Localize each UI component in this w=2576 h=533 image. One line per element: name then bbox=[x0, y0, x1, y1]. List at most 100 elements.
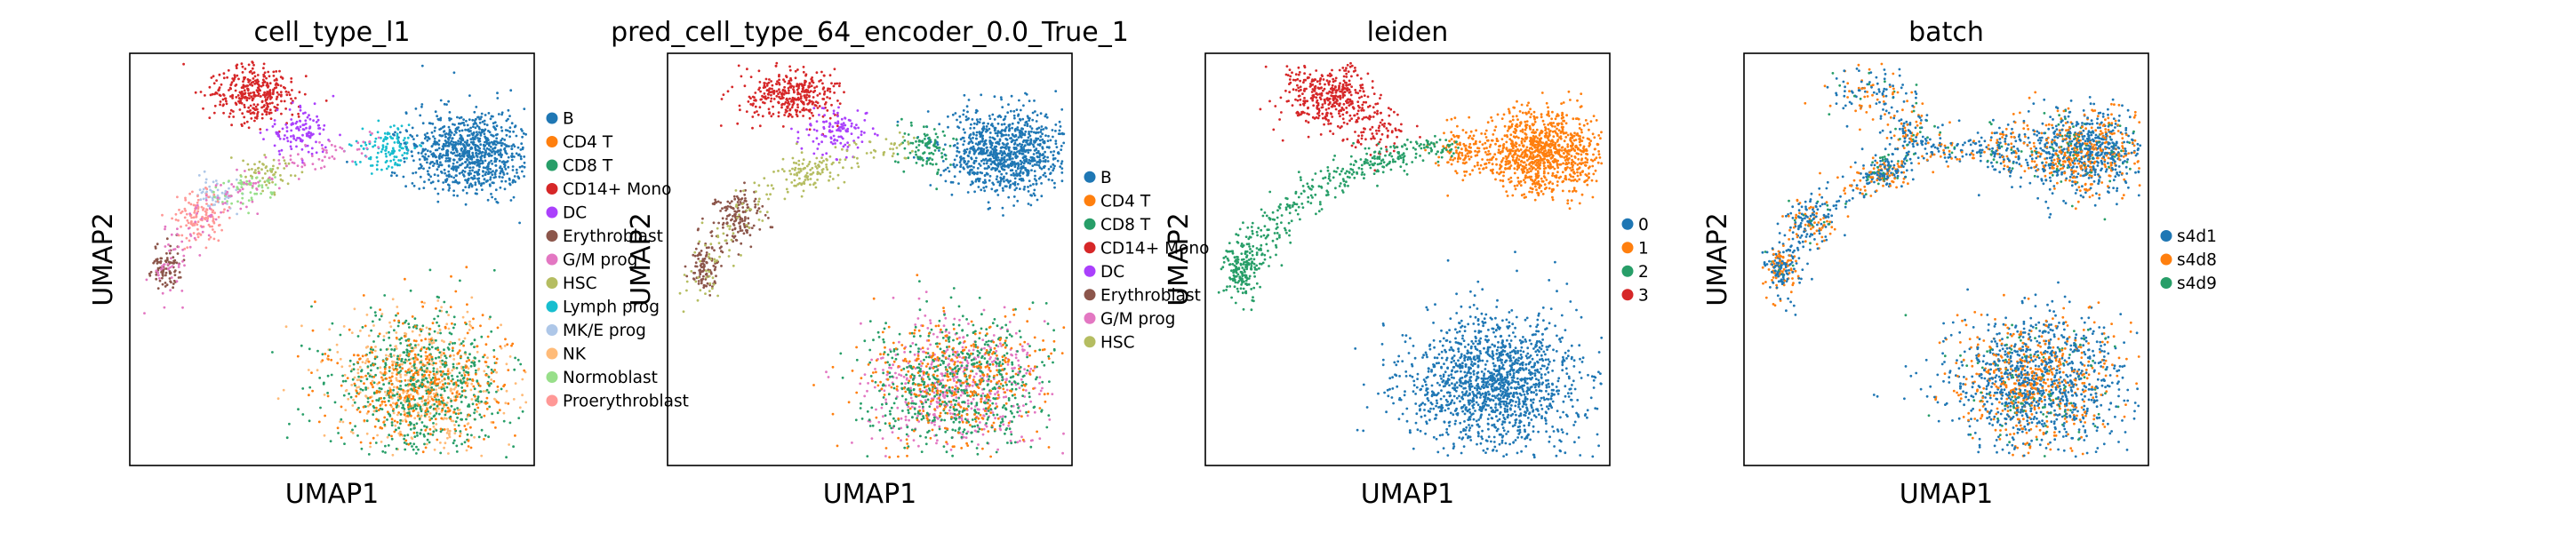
scatter-point bbox=[412, 159, 415, 163]
scatter-point bbox=[1016, 144, 1020, 147]
scatter-point bbox=[299, 120, 302, 123]
scatter-point bbox=[438, 402, 441, 406]
scatter-point bbox=[488, 405, 492, 409]
scatter-point bbox=[339, 420, 341, 423]
scatter-point bbox=[425, 426, 428, 429]
scatter-point bbox=[429, 405, 432, 409]
scatter-point bbox=[201, 190, 204, 194]
scatter-point bbox=[218, 86, 221, 90]
scatter-point bbox=[817, 142, 820, 146]
scatter-point bbox=[1013, 177, 1017, 180]
scatter-point bbox=[442, 187, 444, 191]
scatter-point bbox=[204, 94, 206, 97]
scatter-point bbox=[476, 379, 479, 382]
scatter-point bbox=[301, 112, 305, 115]
scatter-point bbox=[466, 385, 469, 387]
scatter-point bbox=[166, 263, 170, 266]
scatter-point bbox=[844, 155, 848, 159]
scatter-point bbox=[240, 175, 243, 179]
scatter-point bbox=[446, 370, 450, 373]
scatter-point bbox=[484, 434, 487, 437]
scatter-point bbox=[965, 105, 969, 108]
scatter-point bbox=[409, 289, 412, 292]
scatter-point bbox=[287, 91, 290, 94]
scatter-point bbox=[417, 448, 420, 451]
scatter-point bbox=[1046, 139, 1050, 143]
scatter-point bbox=[975, 118, 979, 122]
scatter-point bbox=[369, 402, 372, 406]
legend-label: NK bbox=[563, 346, 587, 364]
scatter-point bbox=[982, 150, 985, 154]
scatter-point bbox=[445, 103, 448, 106]
scatter-point bbox=[236, 94, 240, 97]
scatter-point bbox=[453, 322, 457, 326]
scatter-point bbox=[448, 118, 452, 122]
scatter-point bbox=[487, 155, 491, 158]
scatter-point bbox=[383, 401, 387, 403]
scatter-point bbox=[276, 397, 280, 401]
scatter-point bbox=[972, 181, 974, 185]
scatter-point bbox=[1017, 121, 1020, 124]
scatter-point bbox=[487, 144, 491, 147]
scatter-point bbox=[415, 445, 418, 449]
scatter-point bbox=[465, 449, 468, 452]
scatter-point bbox=[389, 125, 392, 129]
scatter-point bbox=[1019, 187, 1021, 191]
scatter-point bbox=[467, 439, 470, 442]
scatter-point bbox=[432, 135, 435, 139]
scatter-point bbox=[174, 219, 178, 221]
scatter-point bbox=[785, 91, 788, 95]
scatter-point bbox=[805, 93, 809, 97]
scatter-point bbox=[426, 442, 428, 446]
scatter-point bbox=[492, 115, 494, 118]
scatter-point bbox=[502, 419, 506, 423]
scatter-point bbox=[1023, 123, 1027, 127]
scatter-point bbox=[461, 340, 465, 343]
scatter-point bbox=[1013, 188, 1017, 192]
scatter-point bbox=[399, 159, 403, 163]
scatter-point bbox=[479, 157, 483, 160]
scatter-point bbox=[446, 153, 450, 156]
legend-marker bbox=[546, 230, 558, 242]
scatter-point bbox=[1025, 148, 1028, 152]
scatter-point bbox=[501, 176, 504, 179]
scatter-point bbox=[804, 94, 806, 97]
scatter-point bbox=[281, 76, 284, 80]
scatter-point bbox=[855, 123, 858, 127]
scatter-point bbox=[452, 410, 456, 414]
scatter-point bbox=[823, 114, 826, 117]
scatter-point bbox=[988, 179, 991, 182]
scatter-point bbox=[272, 91, 275, 94]
scatter-point bbox=[436, 299, 440, 302]
scatter-point bbox=[439, 451, 443, 455]
scatter-point bbox=[366, 386, 370, 390]
scatter-point bbox=[962, 136, 965, 139]
scatter-point bbox=[341, 374, 344, 378]
scatter-point bbox=[977, 147, 980, 150]
scatter-point bbox=[352, 398, 355, 402]
scatter-point bbox=[507, 369, 510, 371]
scatter-point bbox=[251, 185, 254, 187]
scatter-point bbox=[743, 84, 747, 88]
scatter-point bbox=[326, 374, 330, 378]
scatter-point bbox=[356, 408, 359, 411]
scatter-point bbox=[1022, 187, 1026, 191]
scatter-point bbox=[155, 273, 158, 276]
scatter-point bbox=[404, 129, 408, 132]
scatter-point bbox=[492, 170, 494, 173]
scatter-point bbox=[382, 338, 386, 342]
scatter-point bbox=[494, 362, 498, 364]
scatter-point bbox=[384, 451, 387, 454]
scatter-point bbox=[918, 155, 922, 159]
scatter-point bbox=[426, 131, 429, 135]
scatter-point bbox=[477, 139, 481, 143]
scatter-point bbox=[992, 148, 996, 152]
scatter-point bbox=[460, 342, 463, 346]
scatter-point bbox=[439, 127, 443, 131]
scatter-point bbox=[419, 175, 422, 179]
scatter-point bbox=[285, 136, 289, 139]
scatter-point bbox=[802, 84, 805, 87]
scatter-point bbox=[386, 410, 389, 414]
scatter-point bbox=[450, 332, 453, 336]
scatter-point bbox=[305, 126, 308, 130]
